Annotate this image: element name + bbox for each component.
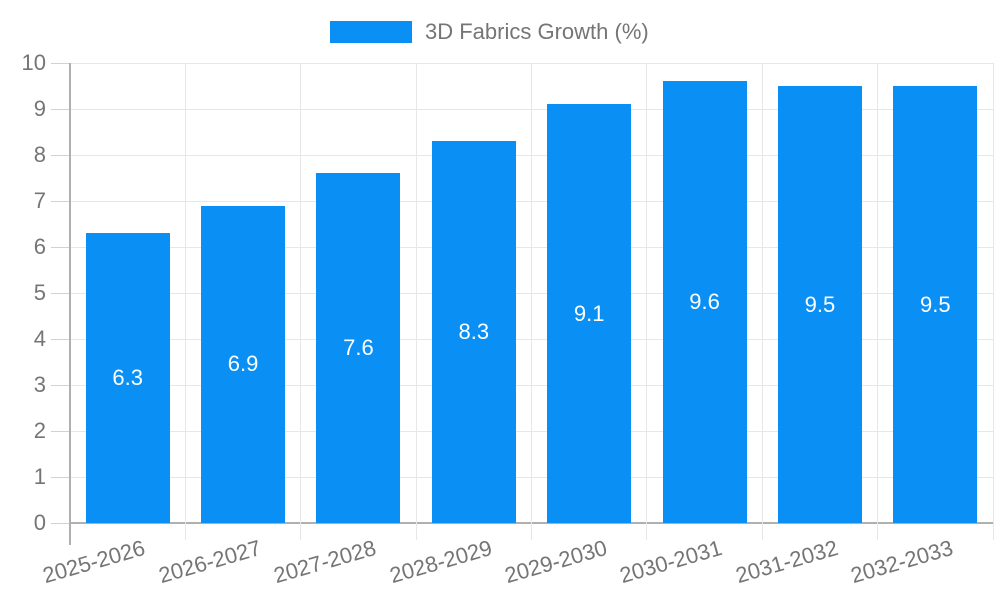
bar-2027-2028[interactable] — [316, 173, 401, 523]
x-axis-label: 2027-2028 — [271, 535, 380, 589]
gridline-vertical — [761, 63, 763, 540]
y-axis-tick — [51, 292, 70, 294]
x-axis-label: 2032-2033 — [847, 535, 956, 589]
x-axis-label: 2026-2027 — [155, 535, 264, 589]
y-axis-line — [69, 63, 71, 545]
y-axis-tick — [51, 476, 70, 478]
x-axis-label: 2031-2032 — [732, 535, 841, 589]
bar-2030-2031[interactable] — [662, 81, 747, 523]
y-axis-label: 1 — [33, 464, 46, 489]
y-axis-tick — [51, 62, 70, 64]
bar-value-label: 9.5 — [804, 291, 836, 317]
bar-value-label: 9.5 — [920, 291, 951, 317]
y-axis-tick — [51, 338, 70, 340]
y-axis-tick — [51, 246, 70, 248]
legend-label: 3D Fabrics Growth (%) — [425, 19, 649, 44]
y-axis-label: 2 — [33, 418, 46, 443]
y-axis-tick — [51, 108, 70, 110]
y-axis-tick — [51, 430, 70, 432]
y-axis-tick — [51, 154, 70, 156]
y-axis-tick — [51, 522, 70, 524]
gridline-vertical — [300, 63, 302, 540]
x-axis-label: 2028-2029 — [386, 535, 495, 589]
bar-2029-2030[interactable] — [547, 104, 632, 523]
bar-2026-2027[interactable] — [201, 205, 286, 523]
bar-value-label: 9.1 — [573, 300, 605, 326]
x-axis-label: 2029-2030 — [501, 535, 610, 589]
bar-2025-2026[interactable] — [85, 233, 170, 523]
gridline-vertical — [646, 63, 648, 540]
y-axis-label: 8 — [33, 142, 46, 167]
y-axis-label: 9 — [33, 96, 46, 121]
legend-swatch — [330, 21, 412, 43]
gridline-vertical — [992, 63, 994, 540]
bar-value-label: 8.3 — [458, 319, 490, 345]
y-axis-label: 5 — [33, 280, 46, 305]
x-axis-label: 2025-2026 — [40, 535, 149, 589]
gridline-vertical — [415, 63, 417, 540]
bar-2032-2033[interactable] — [893, 86, 978, 523]
bar-value-label: 6.3 — [112, 365, 143, 391]
y-axis-label: 10 — [21, 50, 46, 75]
bar-2031-2032[interactable] — [777, 86, 862, 523]
y-axis-label: 6 — [33, 234, 46, 259]
y-axis-label: 4 — [33, 326, 46, 351]
chart-legend[interactable]: 3D Fabrics Growth (%) — [330, 21, 649, 43]
y-axis-label: 0 — [33, 510, 46, 535]
bar-value-label: 9.6 — [689, 289, 720, 315]
y-axis-label: 3 — [33, 372, 46, 397]
bar-2028-2029[interactable] — [431, 141, 516, 523]
y-axis-tick — [51, 384, 70, 386]
gridline-vertical — [531, 63, 532, 540]
gridline-vertical — [877, 63, 879, 540]
gridline-vertical — [184, 63, 186, 540]
x-axis-label: 2030-2031 — [617, 535, 726, 589]
y-axis-tick — [51, 200, 70, 202]
bar-value-label: 6.9 — [227, 351, 259, 377]
bar-value-label: 7.6 — [343, 335, 374, 361]
y-axis-label: 7 — [33, 188, 46, 213]
